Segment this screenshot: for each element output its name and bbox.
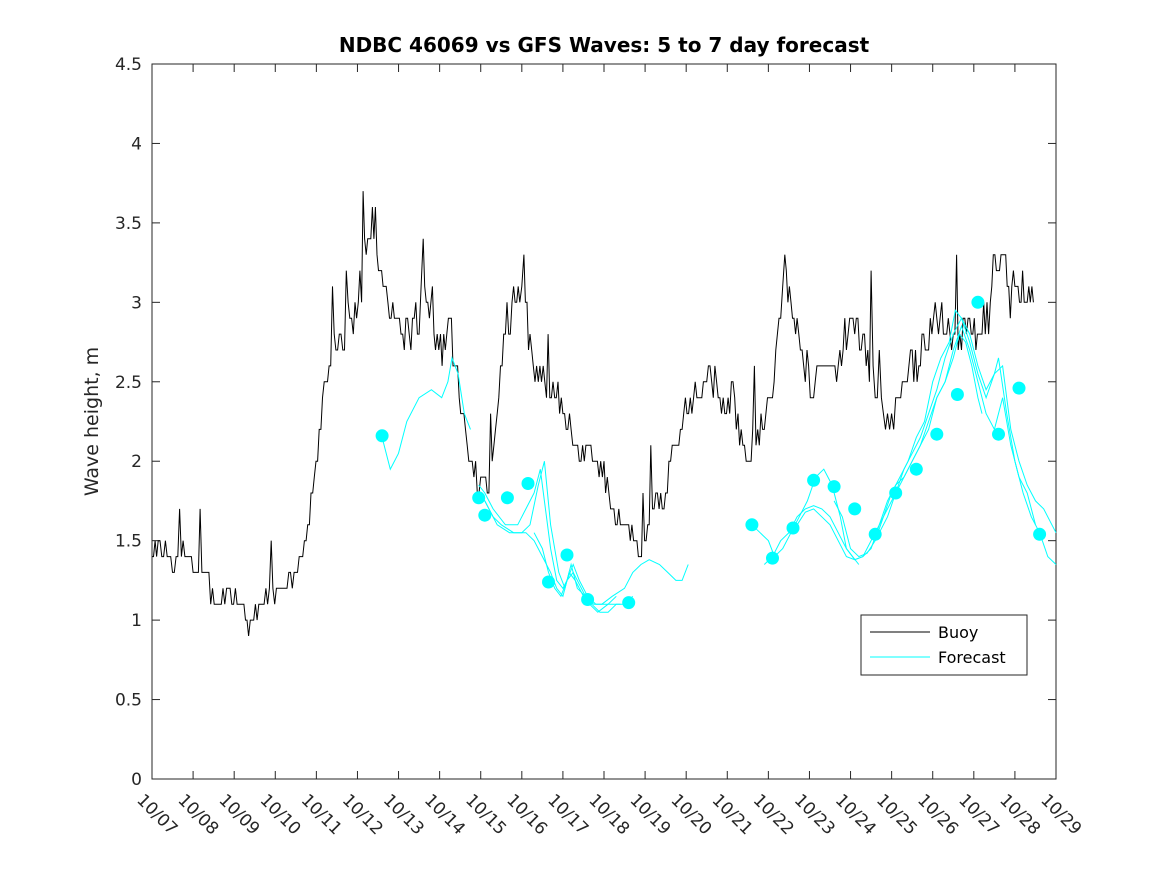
y-tick-label: 2 xyxy=(131,452,142,472)
forecast-point xyxy=(560,548,574,562)
y-tick-label: 1 xyxy=(131,611,142,631)
forecast-point xyxy=(971,295,985,309)
y-tick-label: 0.5 xyxy=(115,691,142,711)
legend-buoy-label: Buoy xyxy=(938,623,978,642)
legend-box xyxy=(860,614,1028,676)
y-tick-label: 2.5 xyxy=(115,373,142,393)
forecast-point xyxy=(622,596,636,610)
forecast-point xyxy=(786,521,800,535)
forecast-point xyxy=(521,477,535,490)
forecast-point xyxy=(992,427,1005,441)
legend: Buoy Forecast xyxy=(860,614,1028,676)
y-axis-label: Wave height, m xyxy=(81,347,103,496)
forecast-line xyxy=(478,469,621,605)
forecast-line xyxy=(878,317,1057,533)
forecast-point xyxy=(807,473,821,487)
forecast-line xyxy=(796,324,1036,561)
forecast-line xyxy=(381,356,471,471)
forecast-point xyxy=(848,502,862,516)
forecast-point xyxy=(889,486,903,500)
y-tick-label: 0 xyxy=(131,770,142,790)
forecast-point xyxy=(827,480,841,494)
forecast-point xyxy=(375,429,389,443)
forecast-point xyxy=(478,508,492,522)
y-tick-label: 4 xyxy=(131,134,142,154)
forecast-point xyxy=(950,388,964,401)
y-tick-label: 4.5 xyxy=(115,55,142,75)
forecast-point xyxy=(745,518,759,532)
forecast-point xyxy=(500,491,514,505)
series-layer xyxy=(152,191,1057,637)
chart-title: NDBC 46069 vs GFS Waves: 5 to 7 day fore… xyxy=(339,33,870,57)
y-tick-label: 3 xyxy=(131,293,142,313)
forecast-point xyxy=(1012,381,1026,395)
forecast-point xyxy=(1033,527,1047,541)
forecast-point xyxy=(930,427,944,441)
forecast-point xyxy=(868,527,882,541)
buoy-line xyxy=(152,191,1034,637)
forecast-line xyxy=(751,468,860,565)
forecast-point xyxy=(581,593,595,606)
forecast-line xyxy=(478,492,634,613)
forecast-point xyxy=(472,491,486,505)
forecast-point xyxy=(766,551,779,565)
forecast-line xyxy=(533,532,617,613)
forecast-point xyxy=(909,462,923,476)
legend-forecast-label: Forecast xyxy=(938,648,1006,667)
forecast-line xyxy=(833,309,1057,565)
y-tick-label: 3.5 xyxy=(115,214,142,234)
forecast-point xyxy=(542,575,555,589)
y-tick-label: 1.5 xyxy=(115,532,142,552)
